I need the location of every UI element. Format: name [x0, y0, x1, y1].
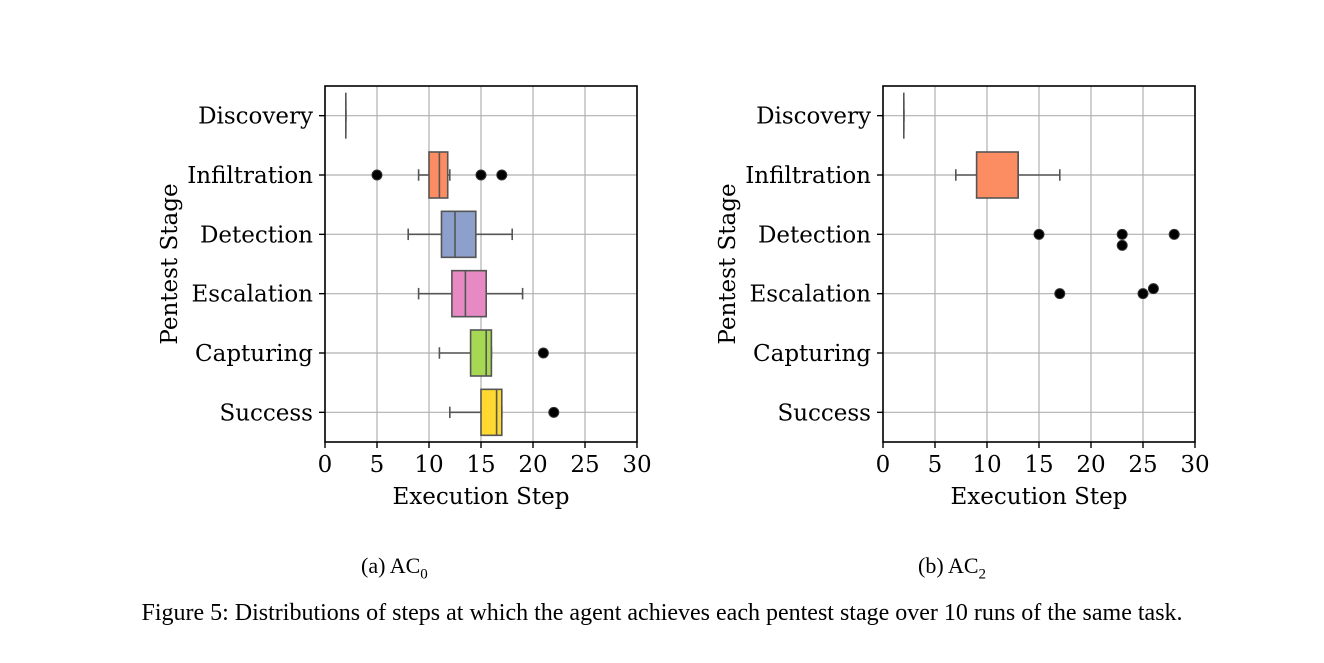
box-success: [480, 388, 503, 437]
x-tick-label: 25: [1128, 452, 1157, 478]
x-tick-label: 25: [570, 452, 599, 478]
box-infiltration: [975, 151, 1019, 199]
outlier-point: [1054, 288, 1066, 300]
x-tick-label: 5: [370, 452, 385, 478]
outlier-point: [1137, 288, 1149, 300]
x-tick-label: 10: [414, 452, 443, 478]
y-tick-label: Discovery: [756, 104, 871, 130]
y-tick-label: Infiltration: [745, 163, 871, 189]
outlier-point: [548, 406, 560, 418]
x-tick-label: 15: [466, 452, 495, 478]
outlier-point: [371, 169, 383, 181]
box-capturing: [469, 329, 493, 377]
subcaption-b: (b) AC2: [918, 553, 986, 583]
x-axis-title: Execution Step: [951, 484, 1128, 510]
y-tick-label: Infiltration: [187, 163, 313, 189]
y-tick-label: Detection: [758, 222, 871, 248]
box-detection: [440, 210, 477, 259]
outlier-point: [537, 347, 549, 359]
box-infiltration: [428, 151, 449, 199]
outlier-point: [1147, 283, 1159, 295]
outlier-point: [1033, 228, 1045, 240]
x-axis-title: Execution Step: [393, 484, 570, 510]
subcaption-a: (a) AC0: [361, 553, 428, 583]
y-tick-label: Escalation: [749, 282, 871, 308]
box-escalation: [451, 269, 488, 318]
x-tick-label: 5: [928, 452, 943, 478]
outlier-point: [475, 169, 487, 181]
x-tick-label: 10: [972, 452, 1001, 478]
y-tick-label: Capturing: [753, 341, 871, 367]
x-tick-label: 30: [1180, 452, 1209, 478]
y-axis-title: Pentest Stage: [157, 183, 183, 344]
x-tick-label: 0: [318, 452, 333, 478]
outlier-point: [496, 169, 508, 181]
outlier-point: [1116, 228, 1128, 240]
outlier-point: [1116, 239, 1128, 251]
chart-ac2: 0 5 10 15 20 25 30 Discovery Infiltration Detecti…: [715, 85, 1210, 510]
x-tick-label: 20: [518, 452, 547, 478]
figure-caption: Figure 5: Distributions of steps at whic…: [141, 600, 1183, 626]
y-tick-label: Success: [219, 400, 313, 426]
x-tick-label: 30: [622, 452, 651, 478]
x-tick-label: 0: [876, 452, 891, 478]
y-tick-label: Escalation: [191, 282, 313, 308]
x-tick-label: 20: [1076, 452, 1105, 478]
y-tick-label: Success: [777, 400, 871, 426]
y-tick-label: Discovery: [198, 104, 313, 130]
y-tick-label: Capturing: [195, 341, 313, 367]
outlier-point: [1168, 228, 1180, 240]
y-tick-label: Detection: [200, 222, 313, 248]
x-tick-label: 15: [1024, 452, 1053, 478]
chart-ac0: 0 5 10 15 20 25 30 Discovery Infiltration Detecti…: [157, 85, 652, 510]
y-axis-title: Pentest Stage: [715, 183, 741, 344]
